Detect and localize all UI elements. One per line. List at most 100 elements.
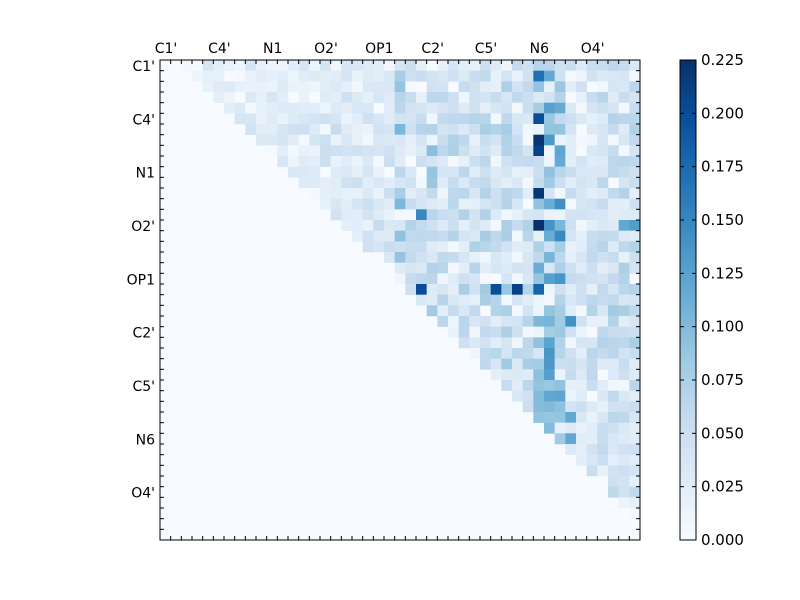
- heatmap-cell: [533, 156, 545, 167]
- heatmap-cell: [490, 156, 502, 167]
- heatmap-cell: [298, 70, 310, 82]
- heatmap-cell: [597, 156, 609, 167]
- heatmap-cell: [384, 156, 395, 167]
- heatmap-cell: [437, 284, 449, 295]
- heatmap-cell: [405, 252, 417, 263]
- heatmap-cell: [522, 380, 534, 391]
- heatmap-cell: [512, 209, 523, 221]
- heatmap-cell: [544, 209, 555, 221]
- heatmap-cell: [533, 92, 545, 103]
- heatmap-cell: [384, 220, 395, 231]
- heatmap-cell: [448, 198, 459, 210]
- heatmap-cell: [448, 294, 459, 306]
- heatmap-cell: [501, 102, 513, 114]
- heatmap-cell: [266, 70, 278, 82]
- heatmap-cell: [373, 156, 385, 167]
- heatmap-cell: [576, 284, 587, 295]
- heatmap-cell: [608, 60, 619, 71]
- colorbar-tick-label: 0.050: [701, 424, 744, 442]
- heatmap-cell: [597, 337, 609, 349]
- heatmap-cell: [608, 337, 619, 349]
- heatmap-cell: [256, 60, 267, 71]
- heatmap-cell: [629, 476, 641, 487]
- heatmap-cell: [245, 102, 257, 114]
- heatmap-cell: [522, 102, 534, 114]
- heatmap-cell: [362, 113, 374, 125]
- heatmap-cell: [565, 209, 577, 221]
- heatmap-cell: [533, 380, 545, 391]
- heatmap-cell: [522, 337, 534, 349]
- heatmap-cell: [256, 113, 267, 125]
- heatmap-cell: [416, 220, 427, 231]
- y-tick-label: OP1: [127, 272, 155, 288]
- heatmap-cell: [597, 102, 609, 114]
- heatmap-cell: [341, 188, 353, 199]
- heatmap-cell: [480, 294, 491, 306]
- heatmap-cell: [458, 273, 470, 285]
- heatmap-cell: [544, 124, 555, 135]
- heatmap-cell: [554, 81, 566, 93]
- heatmap-cell: [618, 348, 630, 359]
- heatmap-cell: [330, 188, 342, 199]
- heatmap-cell: [629, 166, 641, 178]
- heatmap-cell: [448, 241, 459, 253]
- heatmap-cell: [597, 380, 609, 391]
- x-tick-label: C1': [155, 41, 178, 57]
- heatmap-cell: [426, 177, 438, 189]
- heatmap-cell: [245, 113, 257, 125]
- heatmap-cell: [405, 284, 417, 295]
- heatmap-cell: [405, 124, 417, 135]
- heatmap-cell: [341, 166, 353, 178]
- y-tick-label: C2': [132, 326, 155, 342]
- heatmap-cell: [565, 220, 577, 231]
- heatmap-cell: [234, 70, 246, 82]
- heatmap-cell: [352, 81, 363, 93]
- heatmap-cell: [480, 337, 491, 349]
- heatmap-cell: [629, 422, 641, 434]
- colorbar-tick-label: 0.225: [701, 51, 744, 69]
- heatmap-cell: [298, 92, 310, 103]
- heatmap-cell: [618, 326, 630, 338]
- heatmap-cell: [618, 476, 630, 487]
- y-tick-label: O2': [131, 219, 155, 235]
- heatmap-cell: [501, 294, 513, 306]
- heatmap-cell: [576, 454, 587, 466]
- heatmap-cell: [426, 220, 438, 231]
- heatmap-cell: [608, 230, 619, 242]
- heatmap-cell: [469, 220, 481, 231]
- heatmap-cell: [608, 166, 619, 178]
- heatmap-cell: [554, 273, 566, 285]
- heatmap-cell: [405, 230, 417, 242]
- heatmap-cell: [565, 294, 577, 306]
- heatmap-cell: [341, 198, 353, 210]
- heatmap-cell: [480, 156, 491, 167]
- heatmap-cell: [490, 294, 502, 306]
- heatmap-cell: [522, 209, 534, 221]
- heatmap-cell: [469, 92, 481, 103]
- heatmap-cell: [533, 60, 545, 71]
- heatmap-cell: [629, 412, 641, 423]
- heatmap-cell: [608, 422, 619, 434]
- heatmap-cell: [266, 102, 278, 114]
- heatmap-cell: [458, 92, 470, 103]
- heatmap-cell: [544, 113, 555, 125]
- heatmap-cell: [544, 134, 555, 146]
- heatmap-cell: [320, 102, 331, 114]
- heatmap-cell: [469, 284, 481, 295]
- heatmap-cell: [586, 230, 598, 242]
- heatmap-cell: [618, 380, 630, 391]
- heatmap-cell: [480, 316, 491, 327]
- heatmap-cell: [373, 188, 385, 199]
- heatmap-cell: [565, 198, 577, 210]
- heatmap-cell: [373, 166, 385, 178]
- heatmap-cell: [352, 209, 363, 221]
- heatmap-cell: [586, 220, 598, 231]
- heatmap-cell: [586, 156, 598, 167]
- heatmap-cell: [629, 337, 641, 349]
- heatmap-cell: [533, 70, 545, 82]
- heatmap-cell: [522, 81, 534, 93]
- heatmap-cell: [352, 220, 363, 231]
- heatmap-cell: [544, 188, 555, 199]
- heatmap-cell: [512, 273, 523, 285]
